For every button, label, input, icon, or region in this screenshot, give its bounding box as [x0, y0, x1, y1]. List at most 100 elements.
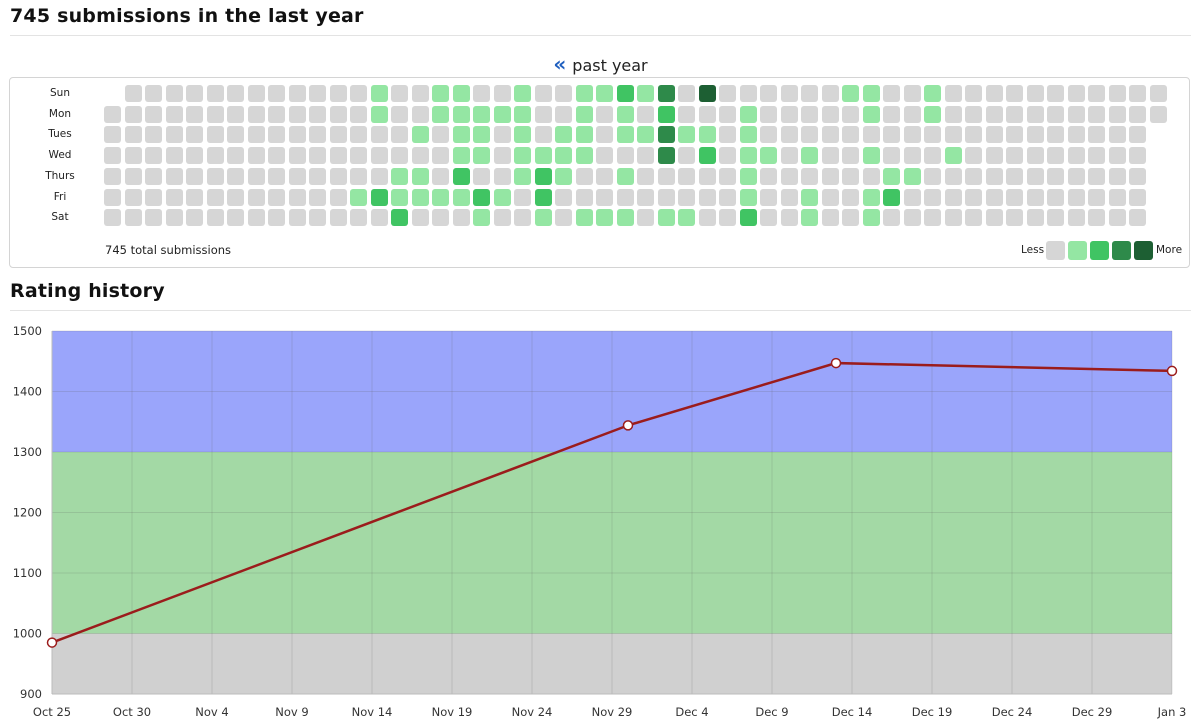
- heatmap-cell[interactable]: [124, 209, 142, 227]
- heatmap-cell[interactable]: [391, 85, 408, 102]
- heatmap-cell[interactable]: [555, 85, 572, 102]
- heatmap-cell[interactable]: [862, 85, 880, 102]
- heatmap-cell[interactable]: [616, 209, 634, 227]
- heatmap-cell[interactable]: [473, 147, 490, 165]
- heatmap-cell[interactable]: [1026, 188, 1044, 206]
- heatmap-cell[interactable]: [678, 126, 695, 144]
- heatmap-cell[interactable]: [555, 105, 572, 123]
- heatmap-cell[interactable]: [575, 167, 593, 185]
- heatmap-cell[interactable]: [124, 105, 142, 123]
- heatmap-cell[interactable]: [514, 105, 531, 123]
- heatmap-cell[interactable]: [247, 85, 265, 102]
- heatmap-cell[interactable]: [370, 105, 388, 123]
- heatmap-cell[interactable]: [924, 167, 941, 185]
- heatmap-cell[interactable]: [944, 85, 962, 102]
- heatmap-cell[interactable]: [985, 188, 1003, 206]
- heatmap-cell[interactable]: [678, 105, 695, 123]
- heatmap-cell[interactable]: [575, 209, 593, 227]
- heatmap-cell[interactable]: [329, 209, 347, 227]
- heatmap-cell[interactable]: [575, 147, 593, 165]
- heatmap-cell[interactable]: [493, 167, 511, 185]
- heatmap-cell[interactable]: [350, 105, 367, 123]
- heatmap-cell[interactable]: [1129, 126, 1146, 144]
- heatmap-cell[interactable]: [596, 105, 613, 123]
- heatmap-cell[interactable]: [514, 126, 531, 144]
- heatmap-cell[interactable]: [944, 167, 962, 185]
- heatmap-cell[interactable]: [821, 126, 839, 144]
- heatmap-cell[interactable]: [1026, 105, 1044, 123]
- heatmap-cell[interactable]: [432, 85, 449, 102]
- heatmap-cell[interactable]: [186, 188, 203, 206]
- heatmap-cell[interactable]: [329, 85, 347, 102]
- heatmap-cell[interactable]: [247, 209, 265, 227]
- heatmap-cell[interactable]: [842, 126, 859, 144]
- heatmap-cell[interactable]: [1088, 167, 1105, 185]
- heatmap-cell[interactable]: [903, 126, 921, 144]
- heatmap-cell[interactable]: [760, 167, 777, 185]
- heatmap-cell[interactable]: [452, 209, 470, 227]
- heatmap-cell[interactable]: [493, 105, 511, 123]
- heatmap-cell[interactable]: [329, 188, 347, 206]
- heatmap-cell[interactable]: [1026, 167, 1044, 185]
- heatmap-cell[interactable]: [739, 209, 757, 227]
- heatmap-cell[interactable]: [514, 209, 531, 227]
- heatmap-cell[interactable]: [842, 209, 859, 227]
- heatmap-cell[interactable]: [698, 85, 716, 102]
- heatmap-cell[interactable]: [1108, 126, 1126, 144]
- heatmap-cell[interactable]: [1006, 85, 1023, 102]
- heatmap-cell[interactable]: [165, 126, 183, 144]
- heatmap-cell[interactable]: [391, 105, 408, 123]
- heatmap-cell[interactable]: [1108, 147, 1126, 165]
- heatmap-cell[interactable]: [739, 147, 757, 165]
- heatmap-cell[interactable]: [760, 126, 777, 144]
- heatmap-cell[interactable]: [104, 188, 121, 206]
- heatmap-cell[interactable]: [616, 85, 634, 102]
- heatmap-cell[interactable]: [862, 147, 880, 165]
- heatmap-cell[interactable]: [206, 105, 224, 123]
- heatmap-cell[interactable]: [883, 147, 900, 165]
- heatmap-cell[interactable]: [452, 188, 470, 206]
- heatmap-cell[interactable]: [657, 167, 675, 185]
- heatmap-cell[interactable]: [657, 85, 675, 102]
- heatmap-cell[interactable]: [124, 85, 142, 102]
- heatmap-cell[interactable]: [760, 85, 777, 102]
- heatmap-cell[interactable]: [145, 105, 162, 123]
- heatmap-cell[interactable]: [821, 188, 839, 206]
- heatmap-cell[interactable]: [678, 167, 695, 185]
- heatmap-cell[interactable]: [1006, 105, 1023, 123]
- heatmap-cell[interactable]: [719, 209, 736, 227]
- heatmap-cell[interactable]: [268, 105, 285, 123]
- heatmap-cell[interactable]: [1129, 167, 1146, 185]
- heatmap-cell[interactable]: [247, 105, 265, 123]
- heatmap-cell[interactable]: [309, 167, 326, 185]
- heatmap-cell[interactable]: [985, 126, 1003, 144]
- heatmap-cell[interactable]: [944, 147, 962, 165]
- heatmap-cell[interactable]: [616, 147, 634, 165]
- heatmap-cell[interactable]: [1006, 188, 1023, 206]
- heatmap-cell[interactable]: [883, 167, 900, 185]
- heatmap-cell[interactable]: [452, 85, 470, 102]
- heatmap-cell[interactable]: [145, 167, 162, 185]
- heatmap-cell[interactable]: [329, 167, 347, 185]
- heatmap-cell[interactable]: [821, 105, 839, 123]
- heatmap-cell[interactable]: [719, 85, 736, 102]
- heatmap-cell[interactable]: [452, 147, 470, 165]
- heatmap-cell[interactable]: [657, 188, 675, 206]
- heatmap-cell[interactable]: [534, 105, 552, 123]
- heatmap-cell[interactable]: [288, 105, 306, 123]
- heatmap-cell[interactable]: [780, 188, 798, 206]
- heatmap-cell[interactable]: [124, 126, 142, 144]
- heatmap-cell[interactable]: [678, 209, 695, 227]
- heatmap-cell[interactable]: [842, 167, 859, 185]
- heatmap-cell[interactable]: [698, 126, 716, 144]
- heatmap-cell[interactable]: [637, 105, 654, 123]
- heatmap-cell[interactable]: [924, 147, 941, 165]
- heatmap-cell[interactable]: [1108, 105, 1126, 123]
- heatmap-cell[interactable]: [924, 85, 941, 102]
- heatmap-cell[interactable]: [1047, 209, 1064, 227]
- heatmap-cell[interactable]: [985, 85, 1003, 102]
- heatmap-cell[interactable]: [842, 147, 859, 165]
- heatmap-cell[interactable]: [186, 167, 203, 185]
- heatmap-cell[interactable]: [493, 126, 511, 144]
- heatmap-cell[interactable]: [596, 167, 613, 185]
